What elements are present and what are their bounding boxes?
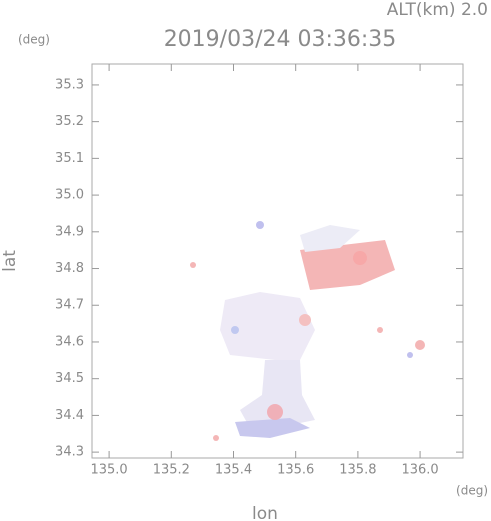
annotation: ALT(km) 2.0 — [387, 0, 488, 20]
x-tick-label: 136.0 — [401, 463, 438, 478]
y-tick-label: 35.0 — [55, 188, 84, 203]
y-tick-label: 34.9 — [55, 224, 84, 239]
radar-echo — [190, 221, 425, 441]
plot-frame — [91, 63, 464, 459]
y-unit: (deg) — [18, 33, 50, 47]
x-axis-label: lon — [252, 504, 278, 521]
y-tick-label: 35.2 — [55, 114, 84, 129]
x-tick-label: 135.0 — [90, 463, 127, 478]
y-tick-label: 34.6 — [55, 334, 84, 349]
y-tick-label: 35.1 — [55, 151, 84, 166]
y-tick-label: 34.7 — [55, 298, 84, 313]
x-unit: (deg) — [456, 484, 488, 498]
y-tick-label: 34.8 — [55, 261, 84, 276]
y-tick-label: 34.3 — [55, 445, 84, 460]
y-axis-label: lat — [0, 250, 20, 272]
y-tick-label: 34.5 — [55, 371, 84, 386]
x-tick-label: 135.2 — [153, 463, 190, 478]
x-tick-label: 135.4 — [215, 463, 252, 478]
y-tick-label: 34.4 — [55, 408, 84, 423]
chart-title: 2019/03/24 03:36:35 — [164, 27, 397, 52]
x-tick-label: 135.6 — [277, 463, 314, 478]
x-tick-label: 135.8 — [339, 463, 376, 478]
y-tick-label: 35.3 — [55, 77, 84, 92]
